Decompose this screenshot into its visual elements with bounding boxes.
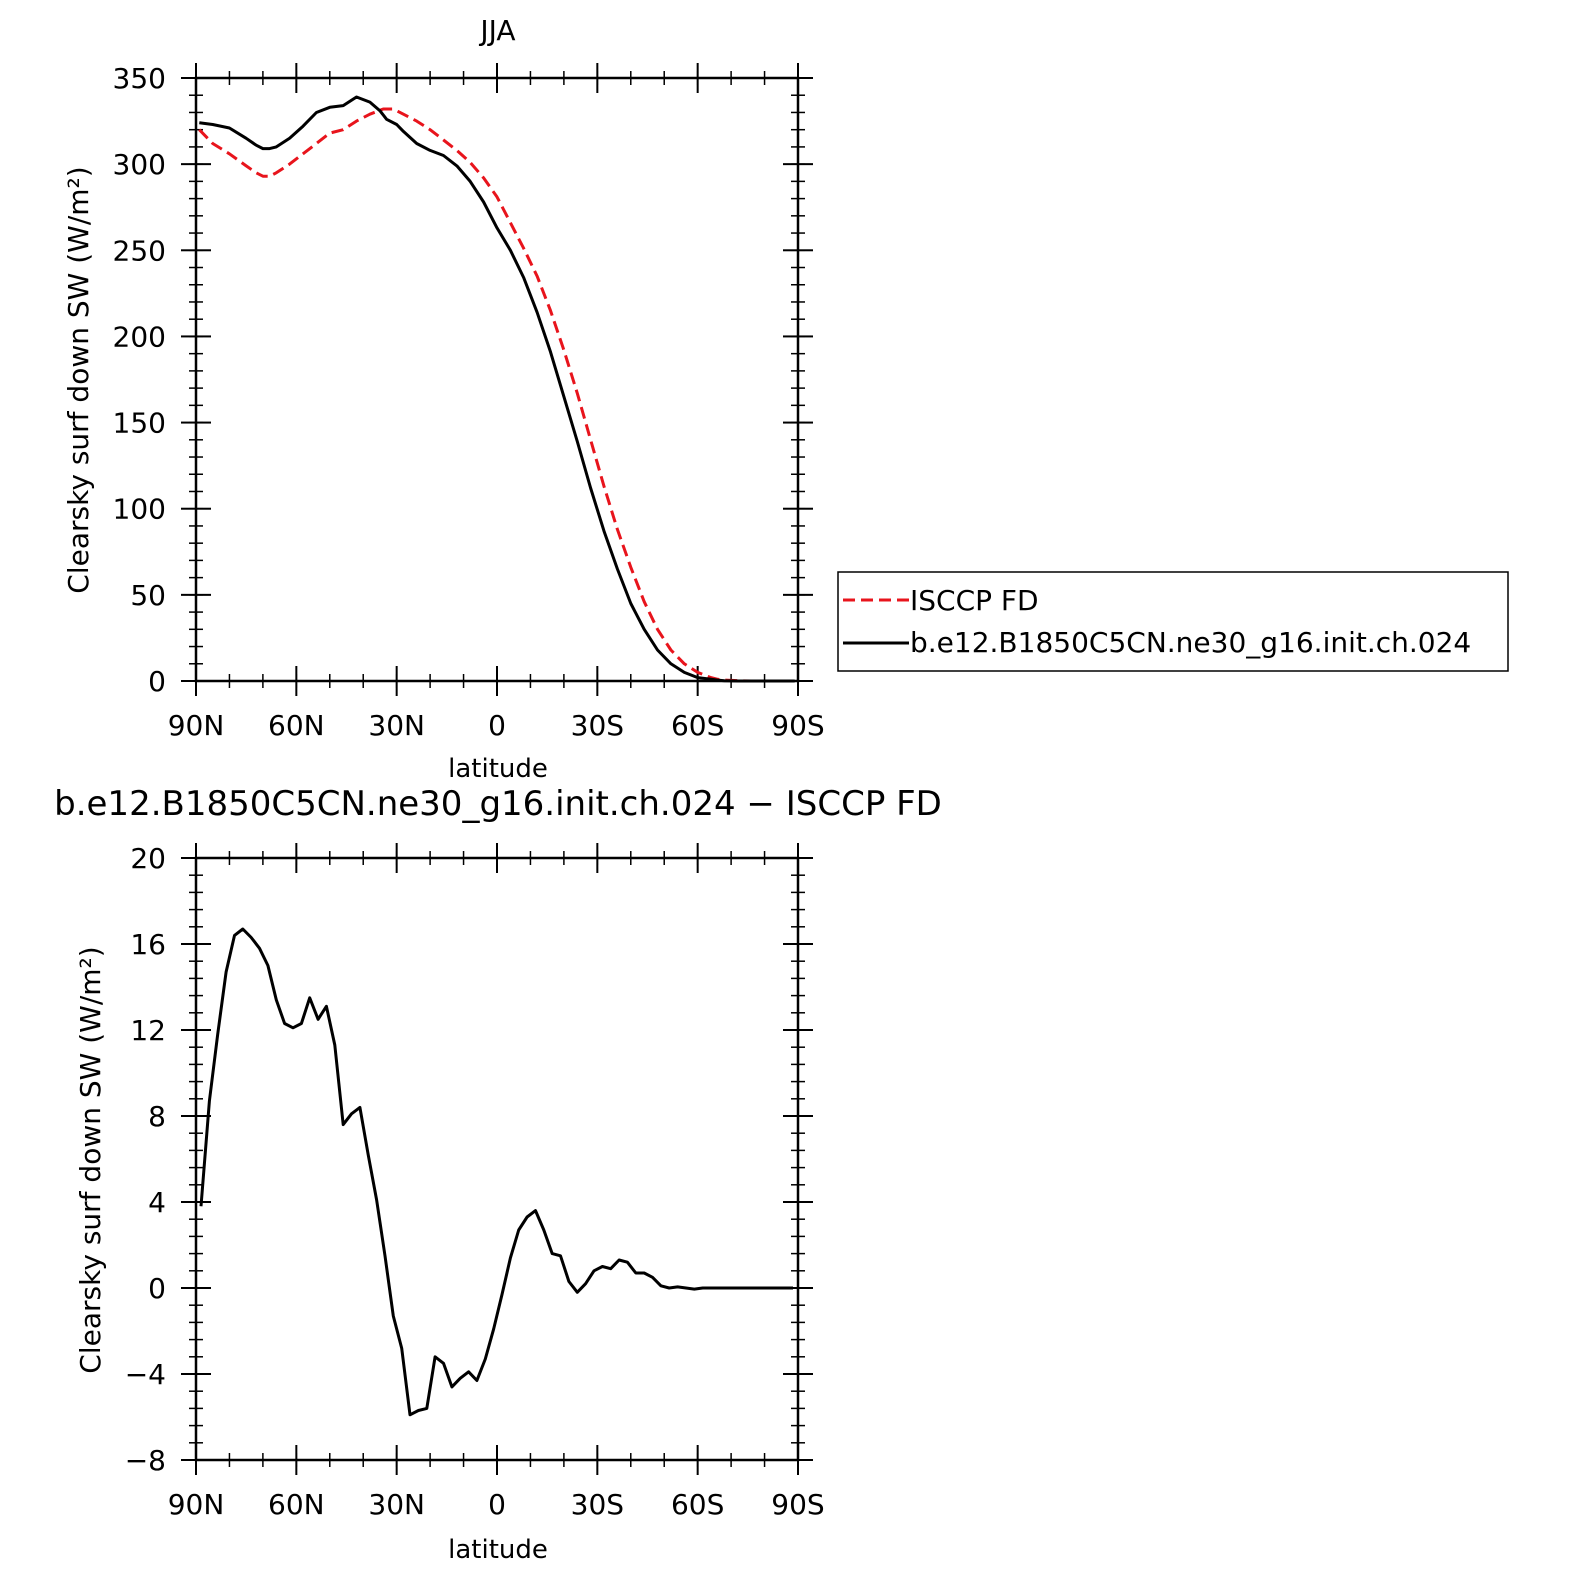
- top-y-tick-label: 150: [113, 407, 166, 440]
- bottom-y-tick-label: 0: [148, 1272, 166, 1305]
- top-x-tick-label: 30S: [571, 709, 624, 742]
- bottom-panel: b.e12.B1850C5CN.ne30_g16.init.ch.024 − I…: [54, 784, 942, 1565]
- bottom-panel-y-axis-label: Clearsky surf down SW (W/m²): [74, 946, 107, 1373]
- top-y-tick-label: 200: [113, 320, 166, 353]
- bottom-x-tick-label: 60S: [671, 1488, 724, 1521]
- top-panel-title: JJA: [478, 14, 515, 47]
- top-series-line-1: [199, 95, 795, 683]
- top-y-tick-label: 300: [113, 148, 166, 181]
- top-y-tick-label: 50: [130, 579, 166, 612]
- bottom-y-tick-label: 4: [148, 1186, 166, 1219]
- bottom-panel-x-axis-label: latitude: [448, 1535, 548, 1565]
- bottom-y-tick-label: 12: [130, 1014, 166, 1047]
- top-x-tick-label: 90S: [771, 709, 824, 742]
- top-x-tick-label: 30N: [368, 709, 425, 742]
- legend-box: [837, 571, 1509, 672]
- bottom-y-tick-label: −8: [125, 1444, 166, 1477]
- bottom-panel-title: b.e12.B1850C5CN.ne30_g16.init.ch.024 − I…: [54, 784, 942, 824]
- top-y-tick-label: 100: [113, 493, 166, 526]
- bottom-x-tick-label: 0: [488, 1488, 506, 1521]
- top-x-tick-label: 0: [488, 709, 506, 742]
- top-panel-plot-area: 90N 60N 30N 0 30S 60S 90S 0 50 100 150 200 250 300 350: [113, 62, 825, 742]
- top-panel-y-axis-label: Clearsky surf down SW (W/m²): [62, 166, 95, 593]
- top-y-tick-label: 0: [148, 665, 166, 698]
- bottom-x-tick-label: 30S: [571, 1488, 624, 1521]
- bottom-panel-plot-area: 90N 60N 30N 0 30S 60S 90S −8 −4 0 4 8 12 16 20: [125, 842, 825, 1521]
- legend: ISCCP FD b.e12.B1850C5CN.ne30_g16.init.c…: [837, 571, 1509, 672]
- legend-label-model: b.e12.B1850C5CN.ne30_g16.init.ch.024: [910, 626, 1471, 659]
- top-x-tick-label: 90N: [168, 709, 225, 742]
- top-y-tick-label: 350: [113, 62, 166, 95]
- bottom-y-tick-label: 16: [130, 928, 166, 961]
- top-y-tick-label: 250: [113, 234, 166, 267]
- top-panel: JJA 90N 60N 30N 0 30S 60S 90S 0 50 100 150 200 250 30…: [62, 14, 825, 784]
- bottom-y-tick-label: −4: [125, 1358, 166, 1391]
- bottom-series-line-0: [199, 927, 793, 1417]
- bottom-y-tick-label: 20: [130, 842, 166, 875]
- top-panel-x-axis-label: latitude: [448, 754, 548, 784]
- bottom-x-tick-label: 90N: [168, 1488, 225, 1521]
- top-x-tick-label: 60S: [671, 709, 724, 742]
- bottom-x-tick-label: 60N: [268, 1488, 325, 1521]
- top-x-tick-label: 60N: [268, 709, 325, 742]
- bottom-x-tick-label: 90S: [771, 1488, 824, 1521]
- bottom-y-tick-label: 8: [148, 1100, 166, 1133]
- top-series-line-0: [198, 107, 795, 683]
- bottom-x-tick-label: 30N: [368, 1488, 425, 1521]
- legend-label-isccp: ISCCP FD: [910, 584, 1039, 617]
